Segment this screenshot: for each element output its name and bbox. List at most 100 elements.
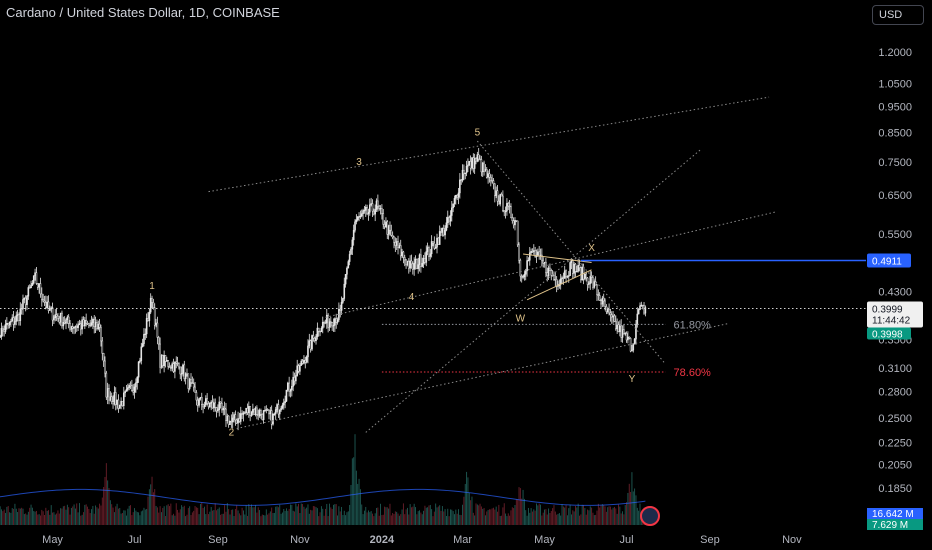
candle-body — [75, 326, 78, 328]
volume-bar — [49, 514, 51, 525]
candle-body — [264, 410, 266, 412]
candle-body — [401, 251, 403, 257]
volume-bar — [112, 507, 114, 525]
candle-body — [425, 251, 428, 263]
volume-bar — [595, 514, 597, 525]
candle-body — [231, 417, 234, 423]
candle-body — [464, 172, 467, 175]
candle-body — [106, 388, 109, 398]
volume-bar — [327, 516, 329, 525]
candle-body — [371, 203, 374, 212]
candle-body — [133, 386, 136, 393]
volume-bar — [355, 470, 357, 525]
candle-body — [569, 262, 571, 276]
volume-bar — [368, 510, 369, 525]
candle-body — [59, 312, 62, 323]
volume-bar — [345, 515, 347, 525]
volume-bar — [30, 504, 32, 525]
volume-bar — [482, 508, 484, 525]
candle-body — [416, 259, 418, 269]
volume-bar — [330, 507, 332, 525]
candle-body — [410, 260, 413, 265]
volume-bar — [338, 506, 340, 525]
volume-bar — [269, 511, 271, 525]
volume-bar — [27, 511, 29, 525]
candle-body — [373, 210, 375, 215]
volume-bar — [509, 515, 511, 525]
candle-body — [370, 203, 372, 206]
volume-bar — [581, 504, 583, 525]
candle-body — [81, 319, 83, 330]
volume-bar — [73, 504, 75, 525]
candle-body — [629, 338, 632, 352]
candle-body — [397, 241, 399, 249]
volume-bar — [96, 507, 98, 525]
volume-bar — [417, 511, 419, 525]
volume-bar — [601, 504, 603, 525]
candle-body — [469, 161, 472, 169]
volume-bar — [236, 505, 238, 525]
candle-body — [0, 328, 3, 338]
candle-body — [135, 382, 137, 388]
volume-bar — [413, 503, 415, 525]
currency-selector[interactable]: USD — [872, 5, 924, 25]
volume-bar — [174, 515, 176, 525]
candle-body — [342, 298, 344, 303]
candle-body — [90, 322, 93, 326]
candle-body — [480, 159, 483, 173]
candle-body — [389, 225, 391, 231]
x-tick-label: Sep — [700, 534, 720, 546]
candle-body — [47, 301, 50, 311]
candle-body — [98, 323, 101, 328]
volume-bar — [502, 507, 504, 525]
candle-body — [468, 161, 471, 166]
volume-bar — [618, 504, 619, 525]
candle-body — [86, 323, 89, 325]
volume-bar — [587, 509, 589, 525]
volume-bar — [19, 508, 21, 525]
volume-bar — [341, 506, 343, 525]
volume-bar — [494, 509, 496, 525]
volume-bar — [264, 515, 266, 525]
candle-body — [54, 314, 57, 319]
wave-label-w: W — [516, 314, 526, 325]
candle-body — [237, 418, 239, 424]
volume-bar — [242, 510, 244, 525]
x-tick-label: Nov — [290, 534, 310, 546]
candle-body — [175, 361, 178, 364]
volume-bar — [439, 505, 441, 525]
candle-body — [596, 284, 598, 295]
candle-body — [63, 322, 66, 324]
candle-body — [38, 283, 40, 288]
candle-body — [494, 183, 496, 196]
candle-body — [390, 229, 393, 236]
volume-bar — [178, 512, 180, 525]
candle-body — [359, 215, 362, 218]
volume-bar — [222, 513, 224, 525]
volume-bar — [74, 508, 76, 525]
candle-body — [62, 322, 65, 327]
candle-body — [10, 321, 12, 323]
candle-body — [265, 409, 268, 411]
volume-bar — [308, 513, 310, 525]
volume-bar — [1, 509, 2, 525]
volume-bar — [132, 512, 134, 525]
candle-body — [455, 194, 457, 199]
volume-bar — [529, 512, 531, 525]
volume-bar — [566, 515, 568, 525]
candle-body — [100, 327, 102, 342]
candle-body — [164, 355, 167, 362]
candle-body — [30, 285, 32, 288]
candle-body — [163, 355, 165, 367]
volume-bar — [622, 511, 623, 525]
candle-body — [551, 275, 554, 277]
candle-body — [422, 258, 425, 264]
candle-body — [136, 376, 139, 384]
volume-bar — [205, 514, 207, 525]
candle-body — [221, 403, 223, 411]
volume-bar — [444, 509, 446, 525]
candle-body — [210, 401, 212, 404]
volume-bar — [486, 511, 488, 525]
volume-bar — [347, 511, 349, 525]
